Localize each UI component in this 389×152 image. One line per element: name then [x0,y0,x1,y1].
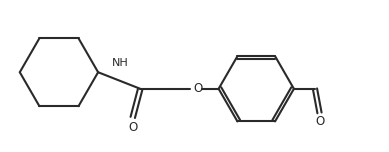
Text: NH: NH [112,58,128,68]
Text: O: O [194,82,203,95]
Text: O: O [315,115,324,128]
Text: O: O [128,121,137,134]
